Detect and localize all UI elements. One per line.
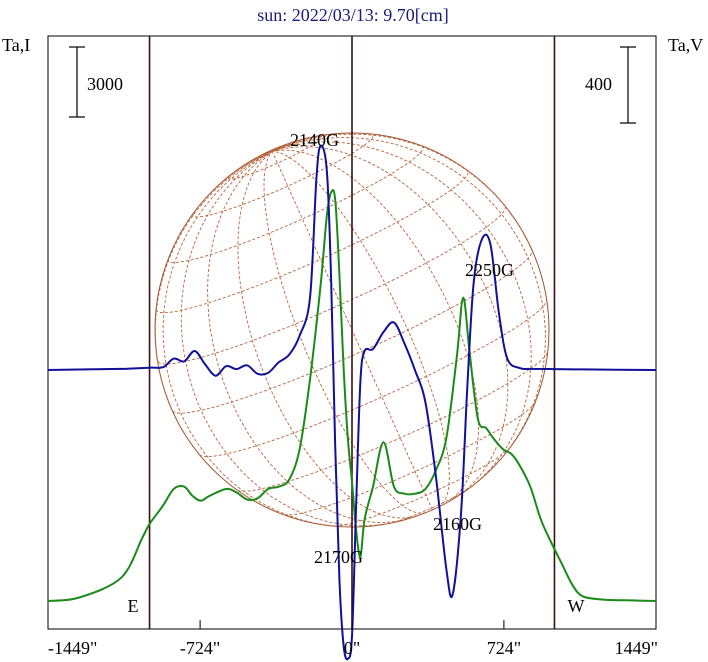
longitude-line — [272, 150, 450, 508]
latitude-line — [157, 206, 506, 365]
limb-label-E: E — [128, 596, 139, 616]
latitude-line — [155, 170, 469, 314]
annotation-2160G: 2160G — [433, 514, 482, 534]
annotation-2170G: 2170G — [314, 547, 363, 567]
longitude-line — [272, 137, 546, 455]
right-scale-bar — [620, 46, 636, 124]
polarization-curve — [47, 144, 657, 661]
x-tick-label: 1449" — [615, 638, 658, 658]
longitude-line — [263, 151, 426, 514]
solar-disk-grid — [154, 132, 550, 528]
longitude-line — [207, 150, 273, 197]
latitude-line — [192, 133, 374, 218]
annotation-2140G: 2140G — [290, 130, 339, 150]
x-tick-label: -1449" — [48, 638, 97, 658]
latitude-line — [389, 486, 471, 524]
right-scale-bar-label: 400 — [585, 74, 612, 94]
longitude-line — [272, 133, 530, 244]
x-tick-label: 724" — [487, 638, 521, 658]
longitude-line — [272, 141, 532, 486]
latitude-line — [284, 402, 536, 516]
latitude-line — [172, 250, 533, 414]
limb-label-W: W — [567, 596, 584, 616]
left-scale-bar-label: 3000 — [87, 74, 123, 94]
annotations: 2140G 2250G 2160G 2170G — [290, 130, 514, 567]
x-tick-label: -724" — [180, 638, 220, 658]
annotation-2250G: 2250G — [465, 260, 514, 280]
left-axis-label: Ta,I — [2, 35, 30, 55]
longitude-line — [162, 151, 343, 528]
latitude-line — [227, 135, 323, 180]
x-tick-label: 0" — [344, 638, 360, 658]
scale-bars: 3000 400 — [69, 46, 636, 124]
series-curves — [47, 144, 657, 661]
longitude-line — [180, 151, 388, 527]
longitude-line — [271, 148, 276, 152]
longitude-line — [272, 146, 509, 497]
x-axis-ticks: -1449" -724" 0" 724" 1449" — [47, 620, 658, 658]
longitude-line — [271, 151, 433, 511]
right-axis-label: Ta,V — [668, 35, 703, 55]
latitude-line — [237, 351, 549, 492]
latitude-line — [167, 145, 424, 263]
longitude-line — [154, 150, 273, 405]
chart-title: sun: 2022/03/13: 9.70[cm] — [257, 5, 449, 25]
left-scale-bar — [69, 46, 85, 118]
longitude-line — [207, 151, 406, 523]
latitude-line — [199, 299, 548, 457]
longitude-line — [271, 142, 290, 152]
